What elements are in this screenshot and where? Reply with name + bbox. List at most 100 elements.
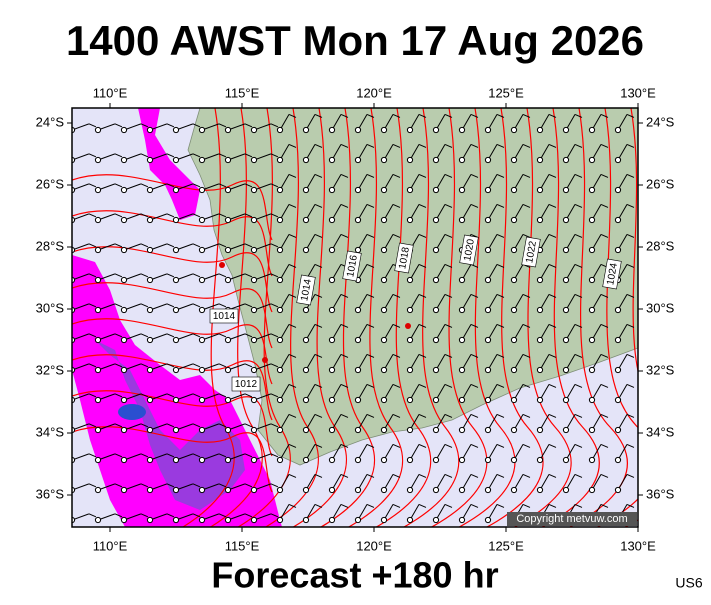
barb-flag	[192, 153, 201, 158]
barb-station	[198, 186, 206, 194]
barb-flag	[574, 233, 583, 238]
barb-flag	[88, 303, 97, 308]
barb-station	[380, 246, 388, 254]
barb-station	[276, 186, 284, 194]
barb-flag	[522, 203, 531, 208]
barb-station	[458, 516, 466, 524]
barb-station	[120, 426, 128, 434]
barb-station	[146, 516, 154, 524]
barb-station	[120, 486, 128, 494]
barb-flag	[574, 353, 583, 358]
barb-flag	[366, 503, 375, 508]
barb-flag	[600, 113, 609, 118]
barb-station	[380, 396, 388, 404]
barb-flag	[574, 443, 583, 448]
barb-flag	[496, 323, 505, 328]
barb-station	[94, 276, 102, 284]
lat-label: 24°S	[36, 114, 65, 129]
barb-station	[536, 276, 544, 284]
barb-station	[432, 396, 440, 404]
barb-station	[198, 216, 206, 224]
barb-flag	[288, 473, 297, 478]
barb-flag	[366, 173, 375, 178]
barb-flag	[192, 183, 201, 188]
barb-station	[94, 186, 102, 194]
barb-flag	[270, 363, 279, 368]
barb-station	[354, 186, 362, 194]
barb-flag	[574, 203, 583, 208]
barb-flag	[244, 153, 253, 158]
lat-label: 30°S	[36, 300, 65, 315]
barb-station	[120, 336, 128, 344]
barb-station	[120, 456, 128, 464]
barb-station	[120, 156, 128, 164]
barb-flag	[140, 483, 149, 488]
barb-flag	[548, 473, 557, 478]
barb-flag	[392, 443, 401, 448]
barb-flag	[340, 173, 349, 178]
barb-flag	[548, 293, 557, 298]
barb-station	[588, 456, 596, 464]
barb-flag	[600, 173, 609, 178]
barb-station	[302, 426, 310, 434]
barb-station	[380, 306, 388, 314]
barb-station	[458, 126, 466, 134]
barb-flag	[444, 473, 453, 478]
barb-flag	[444, 203, 453, 208]
barb-station	[536, 216, 544, 224]
barb-flag	[140, 153, 149, 158]
barb-station	[510, 486, 518, 494]
barb-station	[276, 126, 284, 134]
barb-flag	[600, 443, 609, 448]
barb-flag	[166, 483, 175, 488]
barb-station	[224, 186, 232, 194]
lat-label: 28°S	[36, 238, 65, 253]
barb-flag	[314, 413, 323, 418]
barb-flag	[140, 393, 149, 398]
barb-station	[328, 516, 336, 524]
barb-flag	[192, 303, 201, 308]
barb-station	[510, 276, 518, 284]
barb-station	[146, 126, 154, 134]
barb-station	[146, 366, 154, 374]
barb-station	[562, 366, 570, 374]
barb-flag	[244, 183, 253, 188]
barb-flag	[444, 143, 453, 148]
barb-flag	[166, 303, 175, 308]
barb-station	[328, 126, 336, 134]
barb-flag	[244, 363, 253, 368]
barb-station	[146, 216, 154, 224]
barb-flag	[600, 323, 609, 328]
barb-station	[94, 486, 102, 494]
isobar	[72, 282, 273, 349]
barb-flag	[418, 293, 427, 298]
barb-station	[250, 486, 258, 494]
barb-station	[172, 216, 180, 224]
barb-station	[276, 156, 284, 164]
barb-station	[432, 486, 440, 494]
barb-flag	[114, 333, 123, 338]
barb-station	[224, 336, 232, 344]
barb-station	[380, 156, 388, 164]
barb-flag	[366, 113, 375, 118]
barb-flag	[218, 333, 227, 338]
barb-station	[276, 516, 284, 524]
barb-station	[224, 156, 232, 164]
barb-station	[120, 306, 128, 314]
barb-flag	[218, 213, 227, 218]
isobar-label-box	[521, 236, 541, 268]
barb-flag	[522, 473, 531, 478]
barb-station	[146, 276, 154, 284]
barb-station	[146, 186, 154, 194]
barb-station	[562, 486, 570, 494]
barb-station	[276, 426, 284, 434]
barb-flag	[392, 413, 401, 418]
barb-station	[328, 396, 336, 404]
barb-flag	[392, 473, 401, 478]
barb-station	[354, 216, 362, 224]
barb-station	[120, 366, 128, 374]
barb-station	[614, 306, 622, 314]
lat-label: 30°S	[646, 300, 675, 315]
barb-station	[276, 486, 284, 494]
lat-label: 24°S	[646, 114, 675, 129]
